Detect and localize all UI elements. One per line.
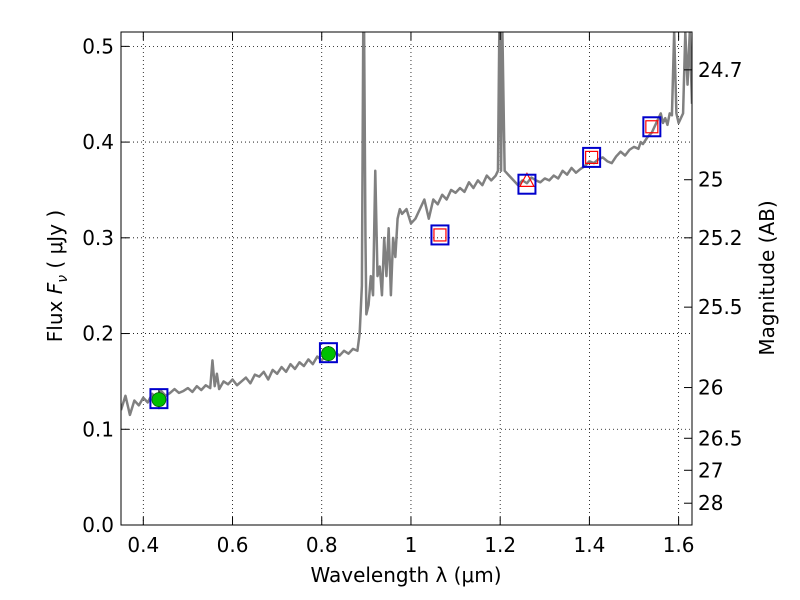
y-axis-label-lead: Flux [43,294,67,342]
y-tick-label: 0.5 [82,34,114,58]
green-data-point [151,392,167,407]
y-axis-label-sub: ν [55,275,71,283]
x-tick-label: 1 [405,533,418,557]
series-layer [121,32,692,417]
x-tick-label: 0.6 [217,533,249,557]
mag-tick-label: 25 [698,168,723,192]
blue-box-marker [149,388,169,410]
x-tick-label: 1.6 [663,533,695,557]
y-tick-label: 0.2 [82,322,114,346]
blue-box-marker [517,173,537,195]
mag-tick-label: 27 [698,458,723,482]
y-axis-label-symbol: F [43,282,67,294]
markers-layer [149,116,662,410]
plot-frame [120,31,693,526]
red-square-marker [433,228,447,242]
x-tick-label: 1.4 [573,533,605,557]
labels-layer: 0.4 0.6 0.8 1 1.2 1.4 1.6 0.0 0.1 0.2 0.3 0.4 0.5 24.… [82,34,742,557]
blue-box-marker [582,146,602,168]
blue-box-marker [318,342,338,364]
mag-tick-label: 26.5 [698,426,743,450]
red-square-marker [585,150,599,165]
mag-tick-label: 25.5 [698,295,743,319]
y-tick-label: 0.4 [82,130,114,154]
ticks-layer [121,32,692,526]
x-tick-label: 0.8 [306,533,338,557]
mag-tick-label: 28 [698,491,723,515]
y-axis-label-unit: ( μJy ) [43,210,67,275]
x-tick-label: 1.2 [484,533,516,557]
right-axis-label: Magnitude (AB) [755,200,779,355]
green-data-point [321,346,336,362]
x-axis-label: Wavelength λ (μm) [310,563,501,587]
blue-box-marker [642,116,662,138]
y-tick-label: 0.0 [82,513,114,537]
red-triangle-marker [518,172,535,187]
y-axis-label: Flux Fν ( μJy ) [43,210,71,342]
mag-tick-label: 26 [698,376,723,400]
mag-tick-label: 24.7 [698,58,743,82]
grid-lines [121,32,692,526]
red-square-marker [645,120,659,134]
mag-tick-label: 25.2 [698,226,743,250]
y-tick-label: 0.1 [82,417,114,441]
x-tick-label: 0.4 [127,533,159,557]
model-spectrum-line [121,32,692,417]
blue-box-marker [430,224,450,246]
y-tick-label: 0.3 [82,226,114,250]
